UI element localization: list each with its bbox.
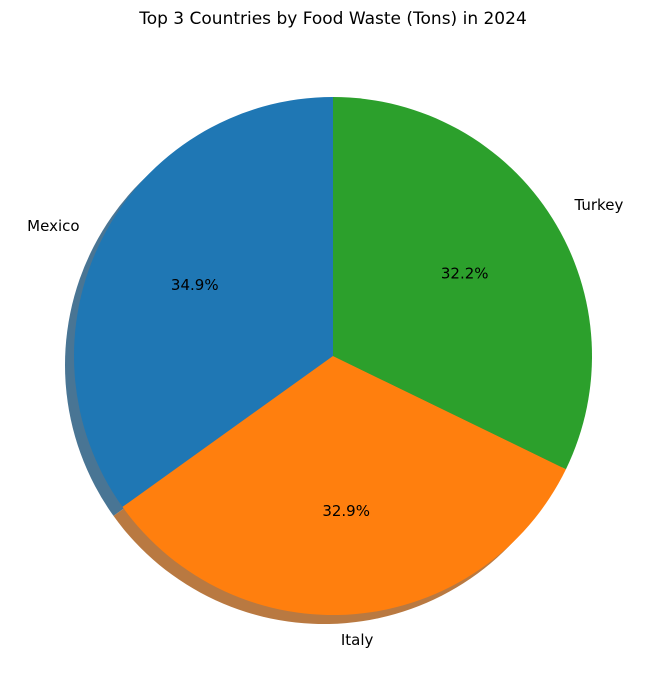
percent-label-mexico: 34.9% <box>171 276 219 294</box>
category-label-mexico: Mexico <box>27 217 79 235</box>
pie-labels: Mexico 34.9% Italy 32.9% Turkey 32.2% <box>27 196 623 649</box>
pie-slices <box>74 97 592 616</box>
pie-slice-turkey[interactable] <box>333 97 592 470</box>
category-label-turkey: Turkey <box>574 196 624 214</box>
percent-label-turkey: 32.2% <box>441 265 489 283</box>
pie-slice-italy[interactable] <box>122 356 566 616</box>
percent-label-italy: 32.9% <box>322 502 370 520</box>
category-label-italy: Italy <box>341 631 374 649</box>
chart-title: Top 3 Countries by Food Waste (Tons) in … <box>138 9 527 29</box>
pie-slice-mexico[interactable] <box>74 97 333 507</box>
